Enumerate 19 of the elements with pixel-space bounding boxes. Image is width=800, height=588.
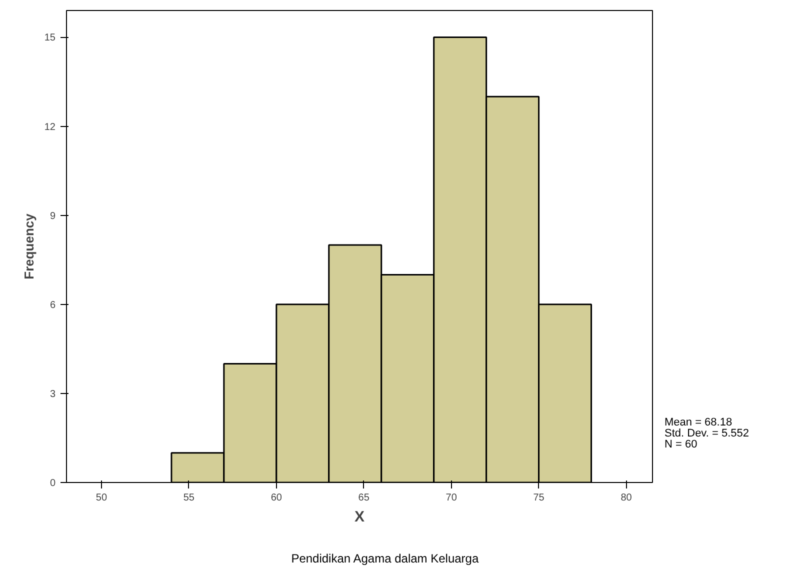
y-axis-title: Frequency [21,212,36,280]
text: N = 60 [664,438,698,450]
x-tick-label: 75 [533,492,545,504]
x-tick-label: 60 [270,492,282,504]
x-tick-label: 50 [96,492,108,504]
y-tick-label: 3 [50,388,56,400]
text: Std. Dev. = 5.552 [664,428,749,440]
y-tick-label: 0 [50,478,56,489]
y-tick-label: 12 [44,122,56,133]
y-tick-label: 6 [50,300,56,311]
x-tick-label: 80 [620,492,632,504]
y-tick-label: 9 [50,210,56,222]
x-axis-title: X [354,508,365,526]
text: Pendidikan Agama dalam Keluarga [291,552,479,566]
x-tick-label: 55 [183,492,195,504]
x-tick-label: 65 [358,492,370,504]
y-tick-label: 15 [44,32,56,44]
x-tick-label: 70 [446,492,458,504]
text: Mean = 68.18 [664,416,732,428]
